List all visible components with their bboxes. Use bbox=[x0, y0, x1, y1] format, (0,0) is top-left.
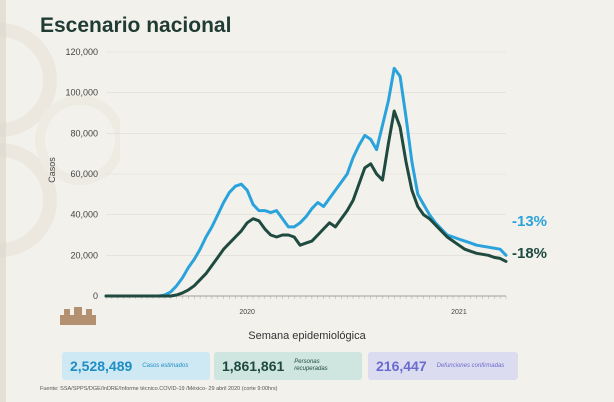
stat-value: 2,528,489 bbox=[70, 358, 133, 374]
series-line bbox=[104, 66, 508, 298]
stat-label: Casos estimados bbox=[142, 362, 189, 369]
series-end-label: -13% bbox=[512, 213, 547, 230]
source-footnote: Fuente: SSA/SPPS/DGE/InDRE/Informe técni… bbox=[40, 386, 278, 392]
page-title: Escenario nacional bbox=[40, 14, 232, 37]
y-tick-label: 100,000 bbox=[65, 88, 98, 98]
stat-personas-recuperadas: 1,861,861 Personas recuperadas bbox=[214, 352, 362, 380]
series-line bbox=[104, 109, 508, 298]
y-tick-label: 60,000 bbox=[70, 169, 98, 179]
stat-label: Defunciones confirmadas bbox=[436, 362, 505, 369]
y-tick-label: 120,000 bbox=[65, 47, 98, 57]
chart-grid bbox=[106, 51, 506, 297]
y-tick-label: 20,000 bbox=[70, 250, 98, 260]
y-axis-label: Casos bbox=[47, 157, 57, 183]
x-year-label: 2020 bbox=[239, 309, 255, 316]
y-tick-label: 40,000 bbox=[70, 210, 98, 220]
chart-series bbox=[104, 66, 508, 298]
cases-line-chart: 020,00040,00060,00080,000100,000120,000 … bbox=[47, 47, 547, 316]
stat-value: 1,861,861 bbox=[222, 358, 285, 374]
institution-logo bbox=[60, 307, 96, 325]
stat-casos-estimados: 2,528,489 Casos estimados bbox=[62, 352, 210, 380]
stat-defunciones: 216,447 Defunciones confirmadas bbox=[368, 352, 518, 380]
y-axis: 0 20,000 40,000 60,000 80,000 100,000 120,000 bbox=[65, 47, 98, 301]
x-axis: 2020 2021 bbox=[105, 295, 507, 316]
x-axis-label: Semana epidemiológica bbox=[248, 330, 366, 342]
stat-label: Personas recuperadas bbox=[294, 359, 328, 372]
x-year-label: 2021 bbox=[451, 309, 467, 316]
y-tick-label: 80,000 bbox=[70, 128, 98, 138]
series-end-label: -18% bbox=[512, 245, 547, 262]
y-tick-label: 0 bbox=[93, 291, 98, 301]
series-end-labels: -13% -18% bbox=[512, 213, 547, 262]
decorative-pattern bbox=[0, 23, 120, 257]
stat-value: 216,447 bbox=[376, 358, 427, 374]
